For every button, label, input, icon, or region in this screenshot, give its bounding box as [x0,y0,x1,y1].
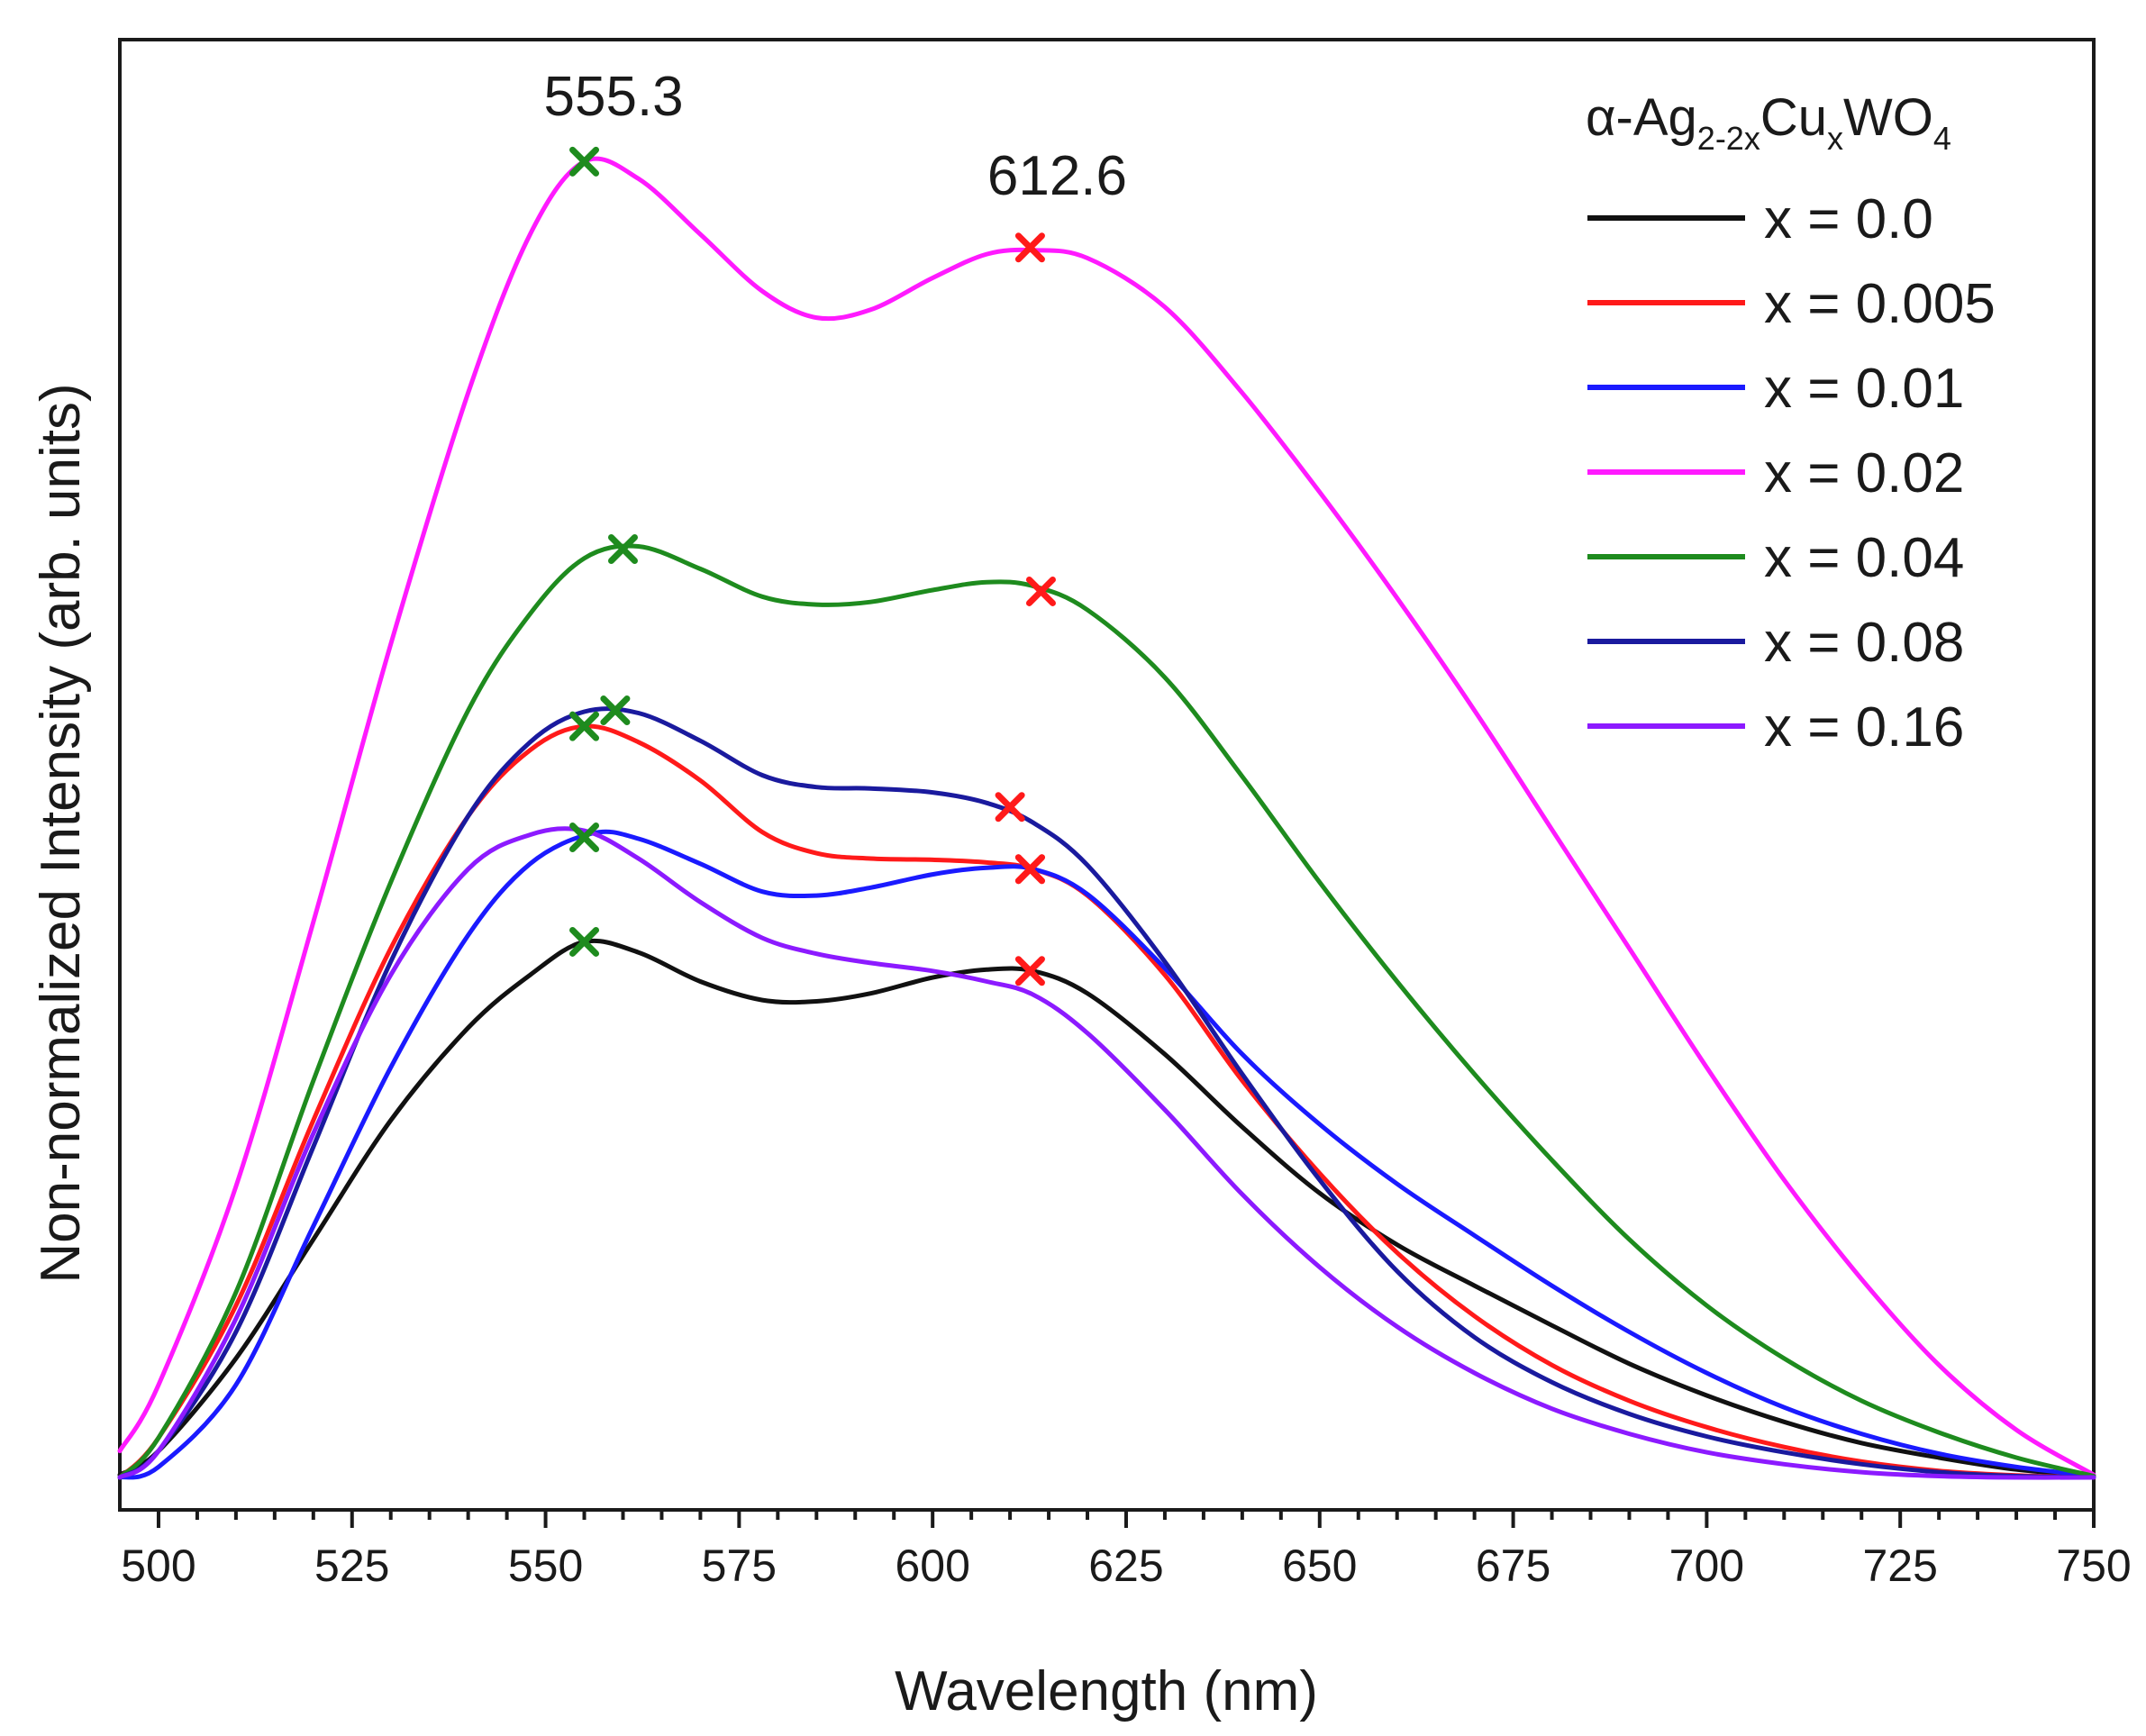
peak-marker-4-0 [607,533,638,564]
x-tick-label: 700 [1669,1541,1744,1591]
x-tick-label: 750 [2056,1541,2131,1591]
legend-label-6: x = 0.16 [1764,696,1964,759]
x-axis-ticks: 500 525 550 575 600 625 650 675 700 725 750 [121,1510,2132,1591]
peak-marker-1-0 [569,711,600,741]
peak-markers [569,146,1056,986]
x-tick-label: 575 [702,1541,777,1591]
legend-title: α-Ag2-2xCuxWO4 [1586,88,1951,157]
x-tick-label: 650 [1282,1541,1357,1591]
peak-marker-3-0 [569,146,600,177]
series-line-6 [117,826,2096,1480]
legend-title-mid: Cu [1760,88,1827,147]
x-tick-label: 525 [314,1541,389,1591]
series-line-5 [117,706,2096,1480]
legend-label-3: x = 0.02 [1764,442,1964,504]
legend-label-4: x = 0.04 [1764,527,1964,589]
peak-marker-0-0 [569,926,600,957]
legend-label-1: x = 0.005 [1764,273,1996,335]
peak-annotations: 555.3 612.6 [544,66,1127,207]
legend-title-sub1: 2-2x [1697,120,1760,157]
legend-title-sub3: 4 [1933,120,1951,157]
legend-label-2: x = 0.01 [1764,358,1964,420]
legend-items: x = 0.0 x = 0.005 x = 0.01 x = 0.02 x = 0.04… [1587,188,1996,759]
peak-marker-2-0 [569,822,600,852]
x-tick-label: 625 [1088,1541,1163,1591]
peak-marker-5-1 [995,792,1025,823]
series-line-4 [117,543,2096,1480]
legend-title-suffix: WO [1843,88,1933,147]
peak-annotation-1: 612.6 [987,145,1127,207]
peak-marker-3-1 [1014,232,1045,263]
x-tick-label: 675 [1476,1541,1550,1591]
x-tick-label: 500 [121,1541,196,1591]
legend-title-sub2: x [1827,120,1843,157]
peak-marker-5-0 [600,695,631,726]
legend-label-5: x = 0.08 [1764,612,1964,674]
plot-frame [118,38,2096,1512]
series-line-3 [117,156,2096,1477]
legend-label-0: x = 0.0 [1764,188,1933,250]
y-axis-title: Non-normalized Intensity (arb. units) [30,383,92,1283]
peak-marker-0-1 [1014,956,1045,986]
x-tick-label: 550 [508,1541,583,1591]
peak-annotation-0: 555.3 [544,66,684,128]
series-line-2 [117,829,2096,1480]
legend-title-prefix: α-Ag [1586,88,1697,147]
peak-marker-4-1 [1025,576,1056,606]
x-axis-title: Wavelength (nm) [895,1660,1318,1722]
x-tick-label: 600 [895,1541,969,1591]
x-tick-label: 725 [1862,1541,1937,1591]
spectrum-curves [117,156,2096,1480]
peak-marker-2-1 [1014,854,1045,885]
